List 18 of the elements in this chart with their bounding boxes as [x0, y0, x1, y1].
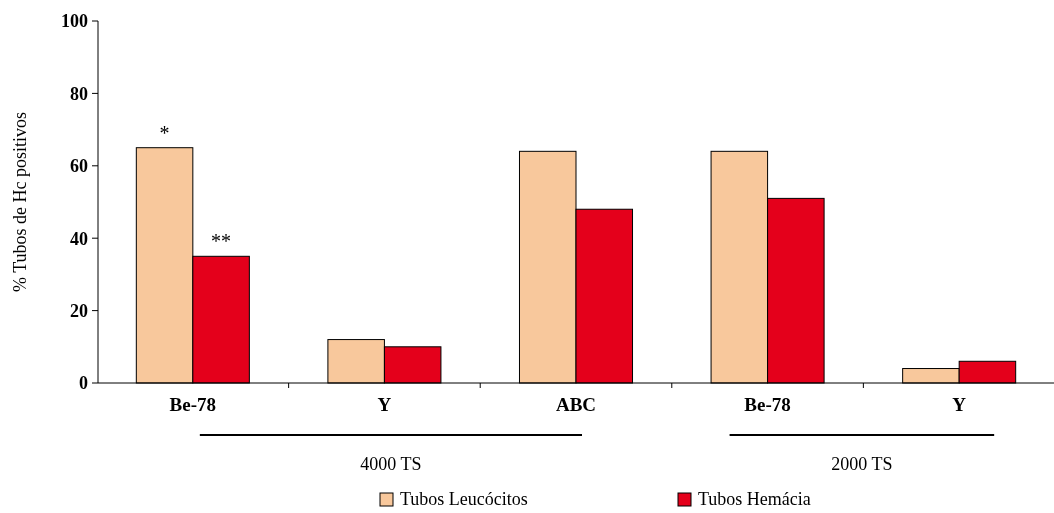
- x-tick-label: Y: [952, 394, 967, 415]
- y-tick-label: 60: [70, 156, 88, 177]
- annotation: *: [159, 121, 170, 144]
- x-tick-label: Be-78: [169, 394, 217, 415]
- y-tick-label: 100: [61, 11, 88, 32]
- text: 2000 TS: [831, 454, 893, 474]
- x-tick-label: Y: [377, 394, 392, 415]
- text: 4000 TS: [360, 454, 422, 474]
- y-tick-label: 80: [70, 83, 88, 104]
- annotation: **: [211, 230, 232, 253]
- legend-label: Tubos Leucócitos: [400, 489, 528, 509]
- x-tick-label: ABC: [555, 394, 597, 415]
- y-tick-label: 40: [70, 228, 88, 249]
- y-tick-label: 20: [70, 300, 88, 321]
- x-tick-label: Be-78: [744, 394, 791, 415]
- y-tick-label: 0: [79, 373, 88, 394]
- y-axis-title: % Tubos de Hc positivos: [10, 111, 30, 293]
- legend-label: Tubos Hemácia: [698, 489, 811, 509]
